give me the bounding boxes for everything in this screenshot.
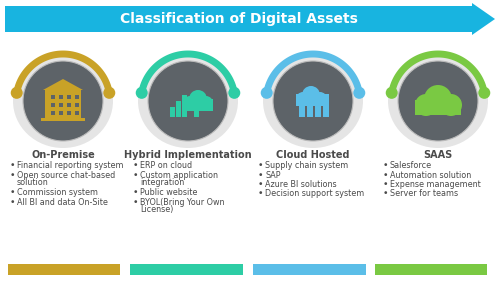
Text: Server for teams: Server for teams	[390, 189, 458, 198]
Text: •: •	[383, 180, 388, 189]
Text: Commission system: Commission system	[17, 188, 98, 197]
Bar	[51, 95, 55, 99]
Text: On-Premise: On-Premise	[31, 150, 95, 160]
Text: Hybrid Implementation: Hybrid Implementation	[124, 150, 252, 160]
Text: •: •	[258, 171, 264, 180]
Ellipse shape	[138, 54, 238, 148]
Text: Financial reporting system: Financial reporting system	[17, 161, 124, 170]
Circle shape	[23, 61, 103, 141]
Bar	[51, 111, 55, 115]
Bar	[67, 103, 71, 107]
Circle shape	[189, 90, 207, 108]
Circle shape	[199, 96, 213, 110]
Text: •: •	[258, 180, 264, 189]
Bar	[75, 103, 79, 107]
Text: License): License)	[140, 205, 173, 214]
Text: Automation solution: Automation solution	[390, 171, 471, 180]
Text: Custom application: Custom application	[140, 171, 218, 180]
Bar	[183, 99, 213, 111]
Text: Classification of Digital Assets: Classification of Digital Assets	[120, 12, 358, 26]
Circle shape	[10, 87, 22, 99]
Ellipse shape	[388, 54, 488, 148]
Circle shape	[302, 86, 320, 104]
Circle shape	[183, 96, 197, 110]
Bar	[59, 103, 63, 107]
Text: BYOL(Bring Your Own: BYOL(Bring Your Own	[140, 198, 224, 207]
Text: Supply chain system: Supply chain system	[265, 161, 348, 170]
Bar	[75, 95, 79, 99]
Circle shape	[424, 85, 452, 113]
Bar	[59, 111, 63, 115]
Circle shape	[354, 87, 366, 99]
Bar	[5, 6, 472, 32]
Bar	[299, 105, 305, 117]
Text: •: •	[133, 198, 138, 207]
Text: Decision support system: Decision support system	[265, 189, 364, 198]
Bar	[67, 95, 71, 99]
Circle shape	[228, 87, 240, 99]
Text: SAAS: SAAS	[424, 150, 452, 160]
Bar	[67, 111, 71, 115]
Bar	[253, 264, 366, 275]
Polygon shape	[43, 79, 83, 90]
Text: •: •	[10, 198, 16, 207]
Bar	[296, 94, 329, 106]
Bar	[182, 95, 187, 117]
Text: solution: solution	[17, 178, 49, 187]
Text: Salesforce: Salesforce	[390, 161, 432, 170]
Text: Expense management: Expense management	[390, 180, 481, 189]
Text: •: •	[10, 171, 16, 180]
Circle shape	[386, 87, 398, 99]
Bar	[51, 103, 55, 107]
Text: •: •	[258, 189, 264, 198]
Text: •: •	[383, 161, 388, 170]
Bar	[170, 107, 175, 117]
Circle shape	[104, 87, 116, 99]
Circle shape	[478, 87, 490, 99]
Text: Open source chat-based: Open source chat-based	[17, 171, 115, 180]
Text: Cloud Hosted: Cloud Hosted	[276, 150, 350, 160]
Circle shape	[313, 92, 327, 106]
Bar	[375, 264, 487, 275]
Text: •: •	[383, 189, 388, 198]
Circle shape	[148, 61, 228, 141]
Circle shape	[415, 94, 437, 116]
Circle shape	[296, 92, 310, 106]
Bar	[75, 111, 79, 115]
Text: •: •	[383, 171, 388, 180]
Bar	[8, 264, 120, 275]
Bar	[415, 100, 461, 115]
Ellipse shape	[263, 54, 363, 148]
Text: Public website: Public website	[140, 188, 198, 197]
Circle shape	[440, 94, 462, 116]
Text: SAP: SAP	[265, 171, 280, 180]
Bar	[130, 264, 243, 275]
Text: •: •	[10, 188, 16, 197]
Circle shape	[273, 61, 353, 141]
Bar	[323, 99, 329, 117]
Text: ERP on cloud: ERP on cloud	[140, 161, 192, 170]
Circle shape	[398, 61, 478, 141]
Text: •: •	[258, 161, 264, 170]
Text: Azure BI solutions: Azure BI solutions	[265, 180, 336, 189]
Polygon shape	[472, 3, 495, 35]
Circle shape	[136, 87, 147, 99]
Bar	[41, 118, 85, 121]
Circle shape	[260, 87, 272, 99]
Text: integration: integration	[140, 178, 184, 187]
Bar	[315, 93, 321, 117]
Text: •: •	[10, 161, 16, 170]
Bar	[176, 101, 181, 117]
Text: •: •	[133, 188, 138, 197]
Bar	[307, 99, 313, 117]
Bar	[59, 95, 63, 99]
Bar	[194, 103, 199, 117]
Text: •: •	[133, 171, 138, 180]
Text: All BI and data On-Site: All BI and data On-Site	[17, 198, 108, 207]
Bar	[45, 90, 81, 118]
Text: •: •	[133, 161, 138, 170]
Ellipse shape	[13, 54, 113, 148]
